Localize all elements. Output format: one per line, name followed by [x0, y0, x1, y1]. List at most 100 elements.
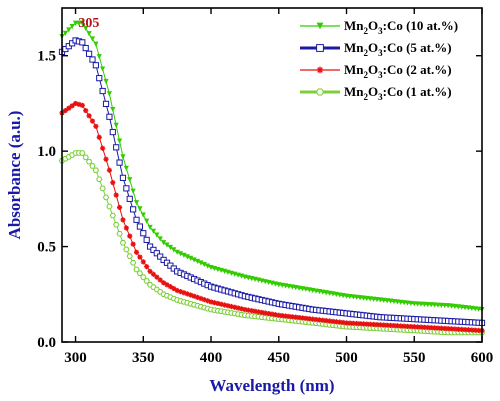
- y-tick-label: 1.0: [37, 144, 56, 160]
- data-point: [431, 302, 438, 308]
- data-point: [127, 177, 133, 183]
- data-point: [242, 306, 248, 313]
- data-point: [465, 327, 472, 333]
- data-point: [171, 247, 177, 253]
- data-point: [66, 27, 72, 33]
- data-point: [157, 277, 163, 283]
- data-point: [147, 224, 153, 231]
- legend-swatch-marker: [316, 44, 324, 52]
- data-point: [299, 315, 306, 321]
- data-point: [316, 317, 323, 323]
- data-point: [448, 326, 455, 332]
- data-point: [435, 302, 441, 308]
- data-point: [367, 321, 373, 327]
- data-point: [394, 323, 400, 329]
- data-point: [86, 31, 92, 37]
- data-point: [354, 320, 360, 327]
- data-point: [79, 102, 85, 108]
- data-point: [154, 274, 160, 280]
- data-point: [191, 293, 197, 299]
- data-point: [150, 228, 157, 234]
- data-point: [140, 230, 147, 237]
- data-point: [79, 39, 86, 46]
- data-point: [198, 260, 204, 266]
- data-point: [330, 318, 336, 324]
- data-point: [144, 264, 150, 270]
- data-point: [306, 316, 312, 322]
- x-tick-label: 450: [268, 350, 291, 366]
- data-point: [272, 312, 278, 318]
- x-tick-label: 550: [403, 350, 426, 366]
- data-point: [89, 56, 96, 63]
- data-point: [171, 285, 177, 292]
- legend-swatch-marker: [316, 66, 324, 74]
- legend-item: Mn2O3:Co (2 at.%): [300, 62, 452, 80]
- data-point: [198, 295, 204, 302]
- data-point: [177, 251, 184, 257]
- data-point: [421, 324, 428, 330]
- data-point: [296, 314, 302, 321]
- data-point: [360, 321, 367, 327]
- data-point: [144, 218, 150, 224]
- data-point: [133, 249, 140, 255]
- data-point: [72, 100, 79, 107]
- data-point: [96, 75, 103, 82]
- data-point: [221, 302, 228, 308]
- data-point: [411, 324, 417, 330]
- data-point: [133, 216, 140, 223]
- data-point: [282, 313, 289, 319]
- data-point: [130, 206, 137, 213]
- data-point: [96, 176, 103, 183]
- x-tick-label: 500: [335, 350, 358, 366]
- data-point: [262, 310, 268, 316]
- data-point: [119, 240, 127, 246]
- legend-swatch-marker: [316, 22, 324, 30]
- data-point: [79, 20, 85, 26]
- data-point: [99, 87, 106, 95]
- data-point: [120, 217, 126, 223]
- data-point: [113, 192, 119, 198]
- data-point: [136, 223, 144, 230]
- data-point: [421, 301, 428, 308]
- data-point: [377, 322, 383, 328]
- data-point: [310, 316, 316, 322]
- data-point: [415, 324, 421, 330]
- data-point: [276, 312, 282, 318]
- data-point: [435, 325, 441, 331]
- data-point: [438, 325, 444, 331]
- data-point: [442, 302, 448, 309]
- data-point: [455, 326, 461, 332]
- data-point: [103, 156, 109, 162]
- data-point: [401, 323, 407, 329]
- data-point: [113, 144, 120, 151]
- data-point: [411, 301, 417, 307]
- data-point: [259, 309, 265, 316]
- legend-item: Mn2O3:Co (1 at.%): [300, 84, 452, 102]
- data-point: [293, 314, 299, 320]
- data-point: [252, 308, 258, 314]
- data-point: [228, 303, 234, 310]
- data-point: [106, 91, 113, 97]
- data-point: [62, 107, 68, 114]
- data-point: [205, 298, 211, 304]
- data-point: [102, 100, 110, 108]
- data-point: [343, 320, 350, 326]
- data-point: [238, 306, 245, 312]
- data-point: [438, 302, 444, 308]
- legend-label: Mn2O3:Co (5 at.%): [344, 40, 452, 58]
- data-point: [123, 246, 130, 253]
- data-point: [184, 291, 190, 297]
- data-point: [445, 326, 451, 332]
- y-axis-title: Absorbance (a.u.): [5, 111, 24, 240]
- data-point: [89, 163, 96, 169]
- data-point: [425, 301, 431, 308]
- data-point: [459, 326, 465, 333]
- x-tick-label: 350: [132, 350, 155, 366]
- data-point: [153, 250, 160, 257]
- legend-item: Mn2O3:Co (5 at.%): [300, 40, 452, 58]
- data-point: [289, 314, 295, 320]
- data-point: [326, 318, 333, 324]
- data-point: [129, 260, 137, 266]
- data-point: [387, 322, 394, 328]
